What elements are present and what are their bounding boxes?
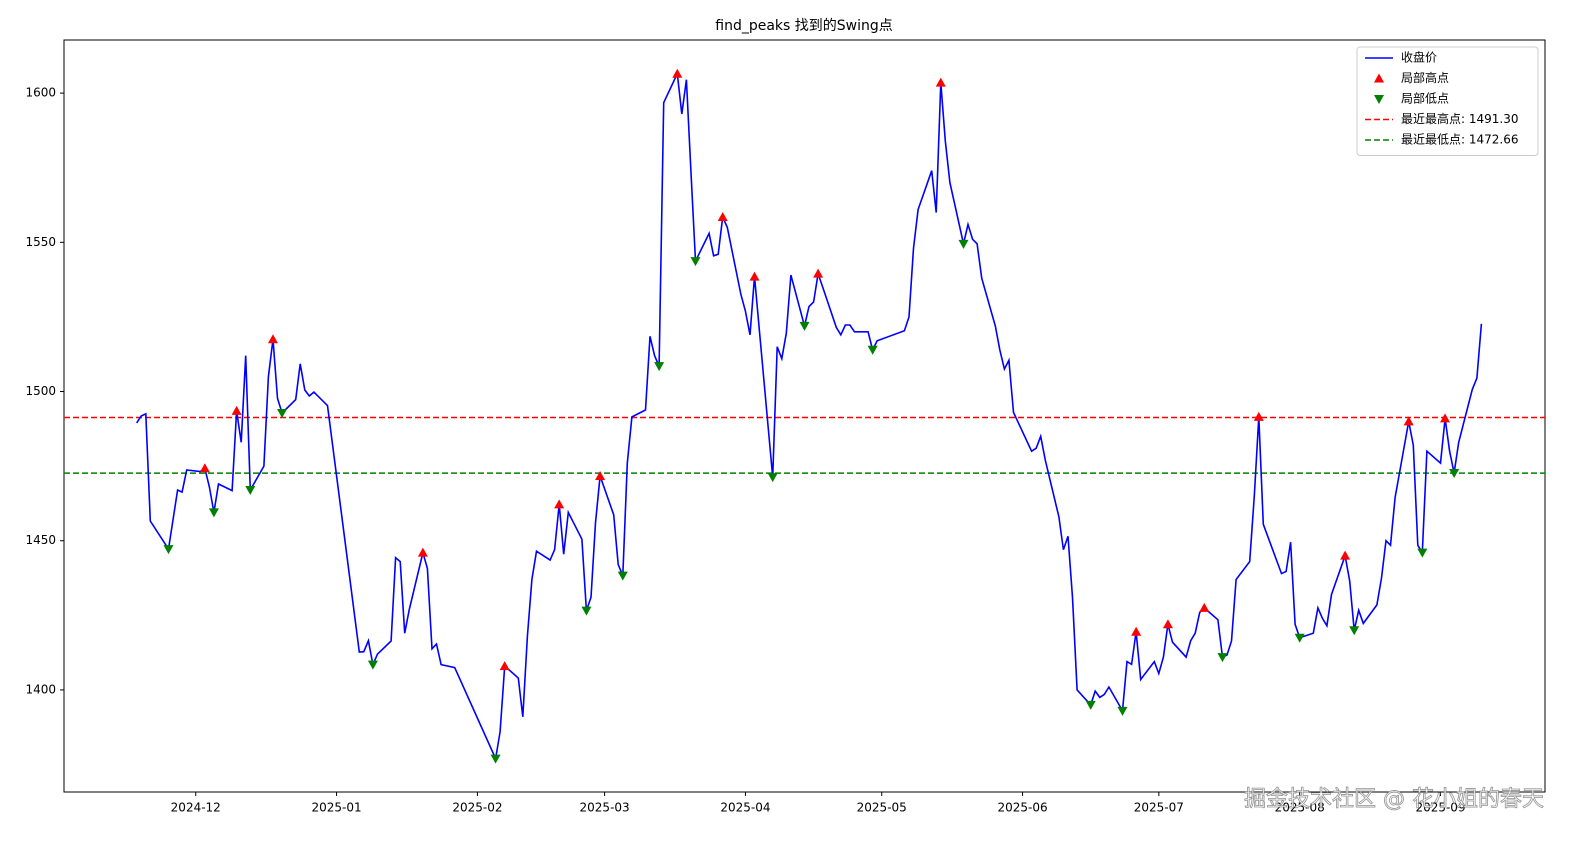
legend-label: 最近最高点: 1491.30: [1401, 111, 1518, 126]
peak-marker: [1162, 619, 1173, 629]
trough-marker: [867, 345, 878, 355]
legend-label: 局部高点: [1401, 70, 1449, 85]
peak-marker: [554, 499, 565, 509]
trough-marker: [1349, 626, 1360, 636]
peak-marker: [199, 463, 210, 473]
y-tick-label: 1400: [25, 682, 56, 696]
legend-label: 收盘价: [1401, 50, 1437, 65]
x-tick-label: 2025-08: [1275, 801, 1325, 815]
trough-marker: [208, 508, 219, 518]
trough-marker: [490, 754, 501, 764]
trough-marker: [767, 473, 778, 483]
legend-swatch: [1374, 73, 1384, 83]
trough-marker: [1449, 468, 1460, 478]
trough-marker: [958, 239, 969, 249]
trough-marker: [654, 362, 665, 372]
peak-marker: [813, 268, 824, 278]
x-tick-label: 2025-09: [1415, 801, 1465, 815]
trough-marker: [617, 571, 628, 581]
plot-frame: [63, 39, 1546, 793]
peak-marker: [1403, 416, 1414, 426]
trough-marker: [581, 606, 592, 616]
peak-marker: [1440, 413, 1451, 423]
trough-marker: [277, 409, 288, 419]
trough-marker: [799, 321, 810, 331]
x-tick-label: 2025-03: [580, 801, 630, 815]
peak-marker: [749, 271, 760, 281]
y-tick-label: 1450: [25, 533, 56, 547]
peak-marker: [935, 77, 946, 87]
peak-marker: [1131, 626, 1142, 636]
x-tick-label: 2025-02: [452, 801, 502, 815]
legend-label: 最近最低点: 1472.66: [1401, 133, 1518, 147]
peak-marker: [1253, 411, 1264, 421]
trough-marker: [690, 257, 701, 267]
peak-marker: [499, 661, 510, 671]
peak-marker: [717, 211, 728, 221]
y-tick-label: 1500: [25, 384, 56, 398]
x-tick-label: 2025-05: [857, 801, 907, 815]
chart-title: find_peaks 找到的Swing点: [715, 18, 893, 34]
peak-marker: [267, 334, 278, 344]
legend-label: 局部低点: [1401, 91, 1449, 106]
peak-marker: [595, 470, 606, 480]
x-tick-label: 2025-04: [720, 801, 770, 815]
peak-marker: [1340, 550, 1351, 560]
peak-marker: [417, 547, 428, 557]
peak-marker: [672, 68, 683, 78]
y-tick-label: 1600: [25, 86, 56, 100]
y-tick-label: 1550: [25, 235, 56, 249]
x-tick-label: 2025-01: [312, 801, 362, 815]
legend-box: [1356, 46, 1539, 156]
trough-marker: [245, 486, 256, 496]
peak-marker: [231, 405, 242, 415]
price-line: [136, 70, 1483, 762]
trough-marker: [367, 660, 378, 670]
watermark: 掘金技术社区 @ 花小姐的春天: [1244, 787, 1544, 812]
x-tick-label: 2025-07: [1134, 801, 1184, 815]
trough-marker: [163, 545, 174, 555]
trough-marker: [1117, 706, 1128, 716]
trough-marker: [1417, 548, 1428, 558]
trough-marker: [1217, 653, 1228, 663]
x-tick-label: 2025-06: [997, 801, 1047, 815]
trough-marker: [1085, 700, 1096, 710]
x-tick-label: 2024-12: [171, 801, 221, 815]
legend-swatch: [1374, 95, 1384, 104]
peak-marker: [1199, 602, 1210, 612]
trough-marker: [1294, 633, 1305, 643]
